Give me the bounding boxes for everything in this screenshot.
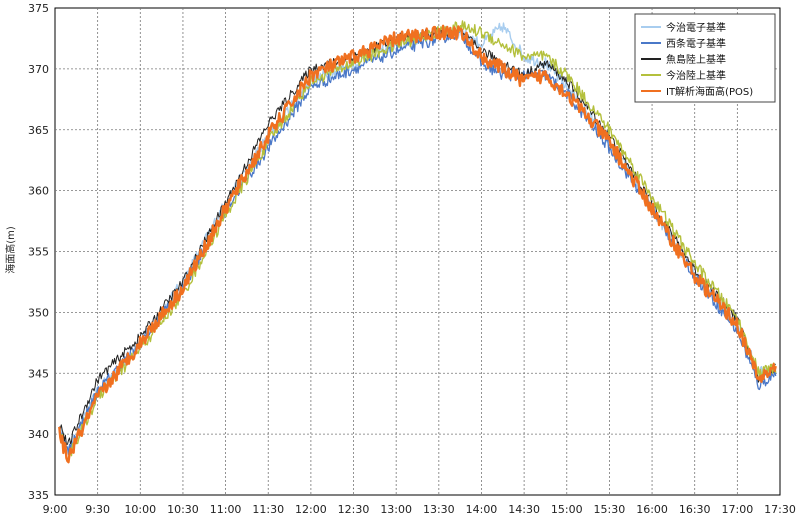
y-tick-label: 355 <box>28 246 49 259</box>
y-tick-label: 350 <box>28 306 49 319</box>
y-tick-label: 370 <box>28 63 49 76</box>
x-tick-label: 17:30 <box>764 503 796 516</box>
x-tick-label: 13:00 <box>380 503 412 516</box>
x-tick-label: 9:30 <box>85 503 110 516</box>
x-tick-label: 13:30 <box>423 503 455 516</box>
x-tick-label: 10:30 <box>167 503 199 516</box>
x-tick-label: 11:00 <box>210 503 242 516</box>
y-tick-label: 360 <box>28 185 49 198</box>
x-tick-label: 16:00 <box>636 503 668 516</box>
x-tick-label: 11:30 <box>252 503 284 516</box>
x-tick-label: 14:00 <box>466 503 498 516</box>
y-tick-label: 340 <box>28 428 49 441</box>
legend-label: 今治電子基準 <box>666 21 726 34</box>
y-tick-label: 375 <box>28 2 49 15</box>
legend-label: 西条電子基準 <box>666 37 726 50</box>
legend-label: 魚島陸上基準 <box>666 53 726 66</box>
x-tick-label: 12:30 <box>338 503 370 516</box>
x-tick-label: 17:00 <box>722 503 754 516</box>
legend-label: 今治陸上基準 <box>666 69 726 82</box>
y-tick-label: 335 <box>28 489 49 502</box>
x-tick-label: 15:30 <box>594 503 626 516</box>
y-tick-label: 345 <box>28 367 49 380</box>
x-tick-label: 12:00 <box>295 503 327 516</box>
x-tick-label: 15:00 <box>551 503 583 516</box>
x-tick-label: 10:00 <box>124 503 156 516</box>
series-layer <box>58 20 777 464</box>
legend-label: IT解析海面高(POS) <box>666 85 753 98</box>
x-tick-label: 9:00 <box>43 503 68 516</box>
y-tick-label: 365 <box>28 124 49 137</box>
x-tick-labels: 9:00 9:30 10:00 10:30 11:00 11:30 12:00 12:30 13… <box>43 503 796 516</box>
x-tick-label: 14:30 <box>508 503 540 516</box>
y-tick-labels: 335 340 345 350 355 360 365 370 375 <box>28 2 49 502</box>
series-line <box>58 24 777 464</box>
y-axis-label: 海面高(m) <box>4 226 17 274</box>
x-tick-label: 16:30 <box>679 503 711 516</box>
